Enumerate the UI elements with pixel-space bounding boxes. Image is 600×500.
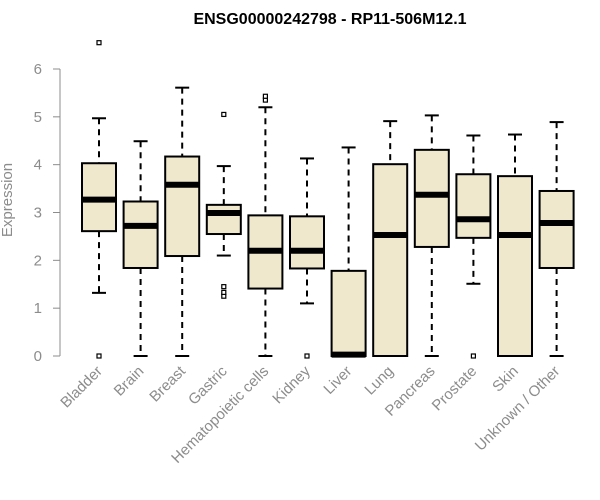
iqr-box bbox=[497, 175, 533, 357]
outlier-point bbox=[221, 289, 227, 295]
iqr-box bbox=[122, 200, 159, 269]
box-gastric bbox=[205, 111, 242, 299]
y-tick-label: 5 bbox=[34, 109, 42, 126]
x-tick-label: Prostate bbox=[429, 363, 481, 415]
iqr-box bbox=[205, 203, 242, 236]
outlier-point bbox=[96, 40, 102, 46]
box-breast bbox=[164, 86, 201, 357]
box-unknown-other bbox=[538, 121, 575, 357]
box-liver bbox=[330, 146, 367, 358]
iqr-box bbox=[538, 189, 575, 269]
outlier-point bbox=[96, 353, 102, 359]
outlier-point bbox=[221, 284, 227, 290]
x-tick-label: Breast bbox=[146, 362, 189, 405]
box-brain bbox=[122, 140, 159, 357]
x-tick-label: Kidney bbox=[269, 362, 314, 407]
outlier-point bbox=[262, 93, 268, 99]
outlier-point bbox=[221, 111, 227, 118]
box-kidney bbox=[289, 157, 325, 359]
box-bladder bbox=[81, 40, 117, 359]
iqr-box bbox=[289, 215, 325, 270]
iqr-box bbox=[455, 173, 492, 239]
chart-title: ENSG00000242798 - RP11-506M12.1 bbox=[193, 11, 466, 28]
box-hematopoietic-cells bbox=[247, 93, 284, 357]
outlier-point bbox=[304, 353, 310, 359]
box-skin bbox=[497, 133, 533, 357]
y-tick-label: 2 bbox=[34, 252, 42, 269]
x-tick-label: Bladder bbox=[57, 363, 106, 412]
x-tick-label: Liver bbox=[320, 363, 355, 398]
box-series bbox=[81, 40, 575, 359]
y-axis-label: Expression bbox=[0, 163, 16, 237]
y-tick-label: 0 bbox=[34, 348, 42, 365]
iqr-box bbox=[372, 163, 409, 357]
y-axis: 0 1 2 3 4 5 6 bbox=[34, 61, 61, 365]
y-tick-label: 1 bbox=[34, 300, 42, 317]
outlier-point bbox=[470, 353, 476, 359]
box-prostate bbox=[455, 134, 492, 359]
y-tick-label: 6 bbox=[34, 61, 42, 78]
y-tick-label: 4 bbox=[34, 157, 42, 174]
box-lung bbox=[372, 120, 409, 357]
x-tick-label: Brain bbox=[111, 363, 148, 400]
y-tick-label: 3 bbox=[34, 205, 42, 222]
iqr-box bbox=[164, 155, 201, 258]
iqr-box bbox=[413, 148, 450, 248]
x-tick-label: Skin bbox=[489, 363, 522, 396]
iqr-box bbox=[330, 269, 367, 357]
box-pancreas bbox=[413, 114, 450, 357]
x-tick-label: Lung bbox=[361, 363, 397, 399]
